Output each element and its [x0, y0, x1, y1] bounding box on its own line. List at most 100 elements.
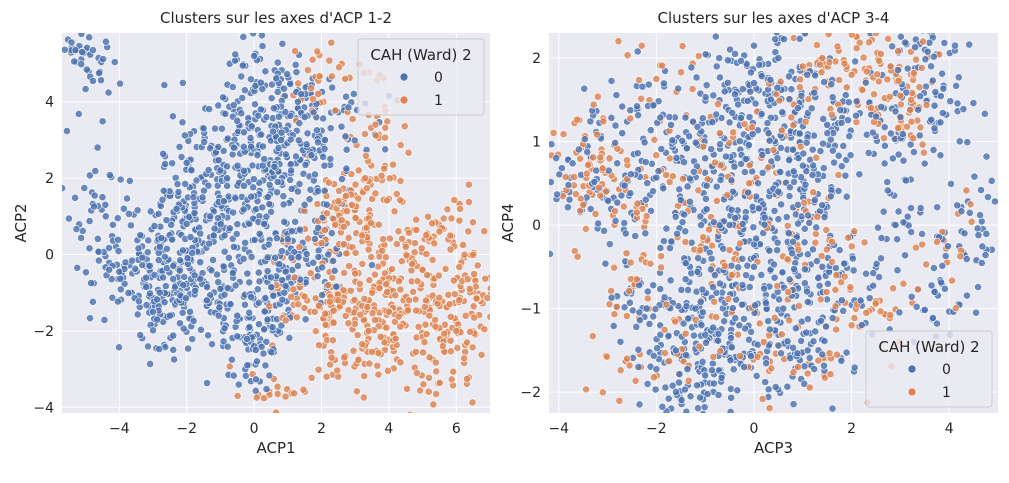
point-cluster-0 — [214, 278, 223, 287]
point-cluster-1 — [570, 172, 579, 181]
point-cluster-0 — [568, 159, 577, 168]
point-cluster-1 — [480, 325, 489, 334]
point-cluster-0 — [815, 281, 824, 290]
point-cluster-1 — [468, 343, 477, 352]
point-cluster-0 — [785, 192, 794, 200]
point-cluster-0 — [255, 277, 264, 286]
point-cluster-1 — [498, 335, 505, 342]
legend-marker-0 — [907, 364, 917, 374]
point-cluster-1 — [623, 156, 631, 165]
point-cluster-1 — [507, 270, 514, 277]
point-cluster-0 — [933, 319, 941, 328]
point-cluster-0 — [707, 145, 716, 153]
data-point-cluster-0 — [243, 361, 252, 370]
point-cluster-1 — [446, 336, 455, 345]
point-cluster-1 — [373, 361, 382, 370]
point-cluster-1 — [832, 325, 840, 334]
point-cluster-1 — [789, 368, 798, 377]
point-cluster-0 — [177, 152, 186, 161]
point-cluster-1 — [396, 141, 405, 149]
point-cluster-0 — [929, 314, 937, 322]
point-cluster-0 — [716, 140, 724, 149]
point-cluster-0 — [258, 42, 267, 50]
point-cluster-0 — [727, 343, 736, 352]
point-cluster-1 — [321, 320, 330, 329]
point-cluster-1 — [817, 68, 826, 77]
point-cluster-1 — [862, 67, 871, 76]
point-cluster-0 — [837, 119, 846, 127]
point-cluster-0 — [601, 259, 610, 268]
data-point-cluster-0 — [686, 392, 695, 401]
point-cluster-1 — [432, 367, 441, 376]
point-cluster-1 — [421, 296, 430, 305]
data-point-cluster-1 — [798, 62, 807, 71]
data-point-cluster-1 — [933, 237, 941, 246]
point-cluster-1 — [922, 260, 931, 269]
point-cluster-0 — [811, 71, 819, 80]
point-cluster-0 — [258, 161, 267, 170]
point-cluster-1 — [419, 380, 428, 389]
point-cluster-1 — [725, 139, 734, 147]
data-point-cluster-1 — [472, 294, 481, 303]
data-point-cluster-1 — [459, 241, 467, 249]
data-point-cluster-1 — [300, 292, 309, 301]
point-cluster-0 — [715, 221, 724, 230]
point-cluster-0 — [778, 108, 787, 117]
point-cluster-0 — [980, 109, 989, 118]
y-tick-label: −4 — [33, 400, 54, 416]
point-cluster-1 — [383, 288, 391, 296]
data-point-cluster-0 — [320, 136, 329, 144]
point-cluster-0 — [771, 383, 780, 391]
point-cluster-0 — [155, 345, 164, 353]
point-cluster-0 — [712, 288, 721, 297]
point-cluster-0 — [302, 250, 311, 258]
point-cluster-0 — [228, 269, 237, 277]
point-cluster-0 — [702, 338, 710, 347]
point-cluster-0 — [328, 83, 337, 92]
point-cluster-1 — [643, 294, 652, 303]
point-cluster-0 — [231, 50, 240, 59]
point-cluster-0 — [834, 151, 843, 160]
point-cluster-1 — [398, 234, 406, 243]
point-cluster-1 — [449, 276, 458, 285]
point-cluster-0 — [77, 60, 86, 69]
point-cluster-1 — [339, 222, 348, 231]
point-cluster-1 — [233, 392, 242, 400]
point-cluster-1 — [340, 269, 348, 277]
point-cluster-1 — [402, 251, 411, 260]
point-cluster-0 — [621, 229, 630, 238]
point-cluster-0 — [291, 60, 300, 69]
point-cluster-0 — [240, 166, 248, 175]
point-cluster-0 — [795, 34, 804, 43]
point-cluster-0 — [617, 191, 626, 200]
point-cluster-0 — [701, 50, 710, 59]
legend-label: 1 — [434, 93, 443, 109]
point-cluster-1 — [711, 158, 719, 167]
point-cluster-0 — [901, 38, 910, 47]
point-cluster-0 — [273, 58, 282, 67]
point-cluster-0 — [319, 114, 327, 123]
point-cluster-0 — [820, 213, 829, 222]
point-cluster-1 — [225, 362, 234, 371]
point-cluster-0 — [213, 270, 222, 279]
point-cluster-0 — [85, 244, 94, 253]
point-cluster-0 — [810, 88, 819, 97]
point-cluster-1 — [626, 114, 635, 123]
point-cluster-1 — [325, 297, 334, 306]
point-cluster-1 — [637, 94, 646, 103]
point-cluster-0 — [738, 281, 747, 289]
point-cluster-0 — [711, 432, 718, 439]
point-cluster-1 — [407, 266, 416, 275]
point-cluster-0 — [101, 200, 110, 209]
point-cluster-1 — [894, 47, 902, 55]
point-cluster-0 — [844, 98, 853, 107]
point-cluster-0 — [233, 332, 242, 341]
point-cluster-1 — [412, 226, 421, 234]
point-cluster-0 — [549, 250, 554, 258]
data-point-cluster-0 — [206, 212, 215, 221]
point-cluster-0 — [280, 217, 289, 226]
point-cluster-0 — [93, 143, 102, 152]
point-cluster-1 — [847, 242, 856, 251]
point-cluster-1 — [602, 352, 611, 361]
